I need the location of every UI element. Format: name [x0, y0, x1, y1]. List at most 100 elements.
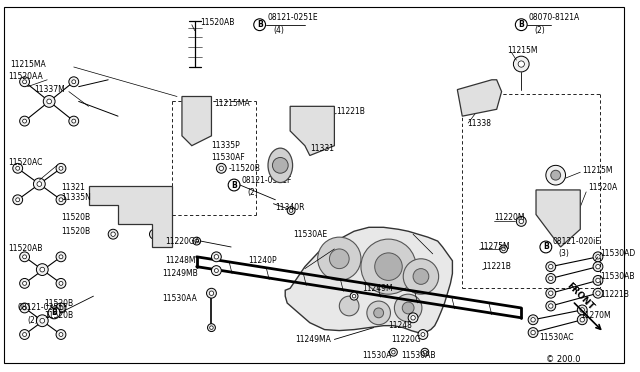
- Circle shape: [207, 324, 216, 331]
- Circle shape: [56, 163, 66, 173]
- Circle shape: [13, 195, 22, 205]
- Text: 11248: 11248: [388, 321, 412, 330]
- Circle shape: [548, 276, 553, 280]
- Circle shape: [289, 209, 293, 212]
- Circle shape: [72, 80, 76, 84]
- Circle shape: [531, 318, 535, 322]
- Circle shape: [36, 264, 48, 276]
- Text: 11275M: 11275M: [479, 243, 509, 251]
- Circle shape: [421, 348, 429, 356]
- Text: 11530A: 11530A: [362, 351, 391, 360]
- Circle shape: [152, 198, 157, 202]
- Text: (4): (4): [273, 26, 284, 35]
- Circle shape: [40, 318, 45, 323]
- Circle shape: [37, 182, 42, 186]
- Circle shape: [214, 254, 219, 259]
- Text: 11249MB: 11249MB: [163, 269, 198, 278]
- Circle shape: [565, 217, 570, 222]
- Text: -11520B: -11520B: [228, 164, 260, 173]
- Circle shape: [551, 170, 561, 180]
- Polygon shape: [290, 106, 334, 155]
- Text: 11335P: 11335P: [211, 141, 240, 150]
- Polygon shape: [88, 186, 172, 247]
- Circle shape: [516, 217, 526, 226]
- Circle shape: [408, 313, 418, 323]
- Circle shape: [403, 302, 414, 314]
- Circle shape: [108, 229, 118, 239]
- Circle shape: [593, 276, 603, 285]
- Text: 11530AB: 11530AB: [401, 351, 436, 360]
- Circle shape: [20, 330, 29, 339]
- Circle shape: [596, 254, 600, 259]
- Circle shape: [56, 303, 66, 313]
- Circle shape: [56, 252, 66, 262]
- Circle shape: [580, 318, 584, 322]
- Circle shape: [59, 255, 63, 259]
- Circle shape: [540, 241, 552, 253]
- Circle shape: [22, 281, 26, 285]
- Text: 11530AA: 11530AA: [163, 294, 197, 302]
- Circle shape: [421, 333, 425, 337]
- Circle shape: [211, 252, 221, 262]
- Circle shape: [593, 262, 603, 272]
- Circle shape: [20, 116, 29, 126]
- Text: 11248M: 11248M: [165, 256, 196, 265]
- Text: 11340R: 11340R: [275, 203, 305, 212]
- Text: B: B: [231, 180, 237, 189]
- Circle shape: [211, 266, 221, 276]
- Circle shape: [577, 305, 587, 315]
- Text: (3): (3): [559, 249, 570, 259]
- Text: B: B: [518, 20, 524, 29]
- Circle shape: [207, 288, 216, 298]
- Text: 11215MA: 11215MA: [214, 99, 250, 108]
- Text: 11520B: 11520B: [44, 311, 74, 320]
- Circle shape: [111, 232, 115, 236]
- Text: 08121-0251E: 08121-0251E: [268, 13, 318, 22]
- Circle shape: [528, 315, 538, 325]
- Circle shape: [22, 333, 26, 337]
- Circle shape: [418, 330, 428, 339]
- Circle shape: [319, 131, 330, 141]
- Text: B: B: [543, 243, 548, 251]
- Circle shape: [515, 19, 527, 31]
- Circle shape: [16, 166, 20, 170]
- Text: 11220M: 11220M: [493, 213, 524, 222]
- Circle shape: [392, 350, 395, 354]
- Text: 11530AB: 11530AB: [600, 272, 634, 281]
- Text: 11520A: 11520A: [588, 183, 618, 192]
- Text: 11530AE: 11530AE: [293, 230, 327, 239]
- Circle shape: [500, 245, 508, 253]
- Circle shape: [411, 315, 415, 320]
- Circle shape: [528, 328, 538, 337]
- Text: 11520B: 11520B: [61, 227, 90, 236]
- Text: 08121-020iE: 08121-020iE: [553, 237, 601, 246]
- Circle shape: [413, 269, 429, 284]
- Circle shape: [519, 219, 524, 224]
- Text: 11221B: 11221B: [600, 290, 629, 299]
- Circle shape: [40, 267, 45, 272]
- Circle shape: [548, 304, 553, 308]
- Circle shape: [531, 330, 535, 335]
- Text: 11249M: 11249M: [362, 284, 392, 293]
- Circle shape: [59, 166, 63, 170]
- Circle shape: [287, 207, 295, 215]
- Circle shape: [548, 291, 553, 295]
- Circle shape: [69, 116, 79, 126]
- Circle shape: [210, 326, 213, 329]
- Text: 11331: 11331: [310, 144, 334, 153]
- Text: 08121-0351F: 08121-0351F: [242, 176, 292, 185]
- Circle shape: [546, 273, 556, 283]
- Circle shape: [301, 115, 313, 127]
- Circle shape: [59, 306, 63, 310]
- Circle shape: [596, 291, 600, 295]
- Circle shape: [22, 255, 26, 259]
- Text: 11215M: 11215M: [582, 166, 612, 175]
- Circle shape: [552, 171, 559, 179]
- Text: 11240P: 11240P: [248, 256, 276, 265]
- Text: © 200.0: © 200.0: [546, 355, 580, 363]
- Circle shape: [20, 77, 29, 87]
- Circle shape: [72, 119, 76, 123]
- Circle shape: [563, 215, 572, 224]
- Circle shape: [111, 198, 115, 202]
- Ellipse shape: [268, 148, 292, 183]
